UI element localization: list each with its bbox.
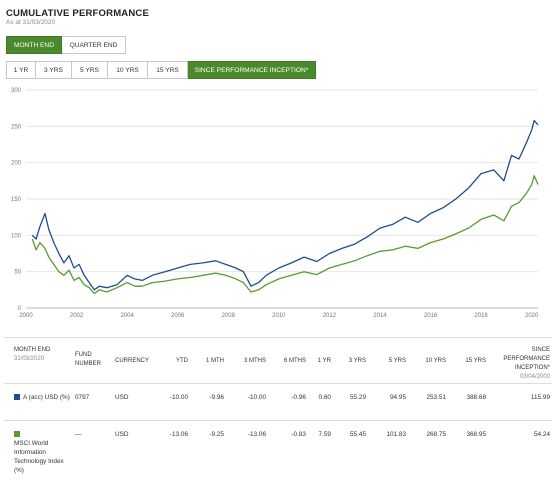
th-month-end-date: 31/03/2020 bbox=[14, 356, 45, 362]
x-tick-label: 2012 bbox=[323, 313, 337, 319]
table-header: MONTH END 31/03/2020 FUND NUMBER CURRENCY… bbox=[0, 346, 558, 384]
tab-quarter-end[interactable]: QUARTER END bbox=[62, 36, 126, 54]
m1-cell: -9.96 bbox=[209, 394, 224, 401]
th-ytd: YTD bbox=[176, 358, 188, 364]
ytd-cell: -10.00 bbox=[169, 394, 188, 401]
since-cell: 115.99 bbox=[530, 394, 550, 401]
th-fund-number: FUND NUMBER bbox=[75, 352, 102, 367]
y-tick-label: 0 bbox=[18, 306, 22, 312]
th-6-mths: 6 MTHS bbox=[283, 358, 306, 364]
y5-cell: 101.83 bbox=[386, 431, 406, 438]
header-divider bbox=[4, 383, 552, 384]
th-15-yrs: 15 YRS bbox=[465, 358, 486, 364]
period-tabs: MONTH END QUARTER END bbox=[6, 36, 126, 54]
th-1-yr: 1 YR bbox=[317, 358, 331, 364]
table-top-divider bbox=[4, 337, 552, 338]
x-tick-label: 2010 bbox=[272, 313, 286, 319]
y10-cell: 268.75 bbox=[426, 431, 446, 438]
range-tabs: 1 YR 3 YRS 5 YRS 10 YRS 15 YRS SINCE PER… bbox=[6, 61, 316, 79]
th-10-yrs: 10 YRS bbox=[425, 358, 446, 364]
th-3-mths: 3 MTHS bbox=[243, 358, 266, 364]
x-tick-label: 2016 bbox=[424, 313, 438, 319]
page-title: CUMULATIVE PERFORMANCE bbox=[6, 8, 150, 19]
tab-10-yrs[interactable]: 10 YRS bbox=[108, 61, 148, 79]
y15-cell: 368.95 bbox=[466, 431, 486, 438]
th-1-mth: 1 MTH bbox=[206, 358, 224, 364]
fund-number-cell: 0797 bbox=[75, 394, 90, 401]
x-tick-label: 2020 bbox=[525, 313, 539, 319]
y15-cell: 388.68 bbox=[466, 394, 486, 401]
tab-month-end[interactable]: MONTH END bbox=[6, 36, 62, 54]
currency-cell: USD bbox=[115, 394, 129, 401]
x-tick-label: 2008 bbox=[222, 313, 236, 319]
y10-cell: 253.51 bbox=[426, 394, 446, 401]
y-tick-label: 200 bbox=[11, 161, 22, 167]
index-swatch bbox=[14, 430, 20, 437]
table-row: MSCI World Information Technology Index … bbox=[0, 430, 558, 480]
y-tick-label: 50 bbox=[14, 270, 21, 276]
index-series-line bbox=[31, 175, 539, 295]
tab-5-yrs[interactable]: 5 YRS bbox=[72, 61, 108, 79]
fund-swatch bbox=[14, 393, 20, 400]
m1-cell: -9.25 bbox=[209, 431, 224, 438]
th-3-yrs: 3 YRS bbox=[348, 358, 366, 364]
x-tick-label: 2004 bbox=[120, 313, 134, 319]
as-at-date: As at 31/03/2020 bbox=[6, 19, 56, 26]
th-currency: CURRENCY bbox=[115, 358, 150, 364]
tab-since-inception[interactable]: SINCE PERFORMANCE INCEPTION* bbox=[188, 61, 316, 79]
x-tick-label: 2006 bbox=[171, 313, 185, 319]
y-tick-label: 150 bbox=[11, 197, 22, 203]
th-since-date: 03/04/2000 bbox=[519, 374, 550, 380]
tab-1-yr[interactable]: 1 YR bbox=[6, 61, 36, 79]
x-tick-label: 2018 bbox=[474, 313, 488, 319]
y1-cell: 0.60 bbox=[318, 394, 331, 401]
row-name: A (acc) USD (%) bbox=[14, 393, 70, 402]
x-tick-label: 2002 bbox=[70, 313, 84, 319]
tab-3-yrs[interactable]: 3 YRS bbox=[36, 61, 72, 79]
tab-15-yrs[interactable]: 15 YRS bbox=[148, 61, 188, 79]
ytd-cell: -13.06 bbox=[169, 431, 188, 438]
y-tick-label: 250 bbox=[11, 124, 22, 130]
performance-chart: 0 50 100 150 200 250 300 2000 2002 2004 2006 2008 20… bbox=[11, 88, 539, 319]
fund-number-cell: — bbox=[75, 431, 82, 438]
table-row: A (acc) USD (%) 0797 USD -10.00 -9.96 -1… bbox=[0, 393, 558, 423]
th-month-end: MONTH END 31/03/2020 bbox=[14, 346, 64, 364]
m3-cell: -10.00 bbox=[247, 394, 266, 401]
th-since-inception: SINCE PERFORMANCE INCEPTION* 03/04/2000 bbox=[488, 346, 550, 382]
x-tick-label: 2014 bbox=[373, 313, 387, 319]
y-tick-label: 300 bbox=[11, 88, 22, 94]
y1-cell: 7.59 bbox=[318, 431, 331, 438]
y3-cell: 55.45 bbox=[350, 431, 366, 438]
m6-cell: -0.96 bbox=[291, 394, 306, 401]
row-divider bbox=[4, 420, 552, 421]
th-5-yrs: 5 YRS bbox=[388, 358, 406, 364]
x-tick-label: 2000 bbox=[19, 313, 33, 319]
y5-cell: 94.95 bbox=[390, 394, 406, 401]
currency-cell: USD bbox=[115, 431, 129, 438]
y-tick-label: 100 bbox=[11, 233, 22, 239]
since-cell: 54.24 bbox=[534, 431, 550, 438]
y3-cell: 55.29 bbox=[350, 394, 366, 401]
m6-cell: -0.83 bbox=[291, 431, 306, 438]
fund-series-line bbox=[31, 119, 539, 291]
row-name: MSCI World Information Technology Index … bbox=[14, 430, 72, 475]
m3-cell: -13.06 bbox=[247, 431, 266, 438]
